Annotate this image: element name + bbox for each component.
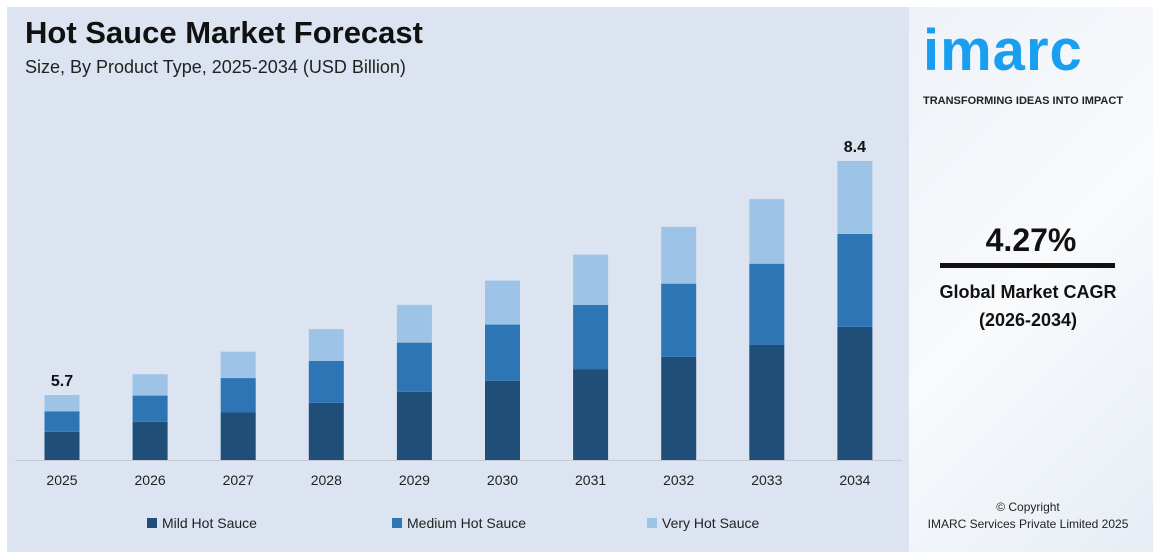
- x-tick-label: 2034: [839, 472, 870, 488]
- bar-segment: [396, 391, 432, 460]
- bar-segment: [132, 395, 168, 422]
- bar-segment: [661, 226, 697, 284]
- data-label: 5.7: [51, 373, 73, 390]
- legend-label: Very Hot Sauce: [662, 515, 760, 531]
- bar-segment: [837, 161, 873, 234]
- side-panel: imarc TRANSFORMING IDEAS INTO IMPACT 4.2…: [909, 7, 1153, 552]
- x-tick-label: 2027: [223, 472, 254, 488]
- cagr-period: (2026-2034): [978, 310, 1078, 330]
- x-tick-label: 2030: [487, 472, 518, 488]
- legend-swatch: [647, 518, 657, 528]
- legend-item: Mild Hot Sauce: [147, 515, 257, 531]
- bar-segment: [661, 283, 697, 357]
- x-tick-label: 2028: [311, 472, 342, 488]
- bar-segment: [220, 412, 256, 460]
- bar-segment: [44, 395, 80, 412]
- bar-segment: [396, 304, 432, 343]
- bar-segment: [308, 360, 344, 403]
- bar-segment: [44, 431, 80, 460]
- chart-subtitle: Size, By Product Type, 2025-2034 (USD Bi…: [25, 57, 406, 77]
- bar-segment: [485, 380, 520, 460]
- x-tick-label: 2026: [135, 472, 166, 488]
- legend-swatch: [392, 518, 402, 528]
- data-label: 8.4: [844, 139, 866, 156]
- divider: [940, 263, 1115, 268]
- copyright: © Copyright: [996, 500, 1060, 514]
- copyright-owner: IMARC Services Private Limited 2025: [927, 517, 1129, 531]
- bar-segment: [573, 369, 609, 460]
- bar-segment: [44, 411, 80, 432]
- x-tick-label: 2031: [575, 472, 606, 488]
- bar-segment: [661, 356, 697, 460]
- x-tick-label: 2033: [751, 472, 782, 488]
- bar-segment: [132, 421, 168, 460]
- cagr-label: Global Market CAGR: [939, 282, 1117, 302]
- bar-segment: [308, 402, 344, 460]
- bar-segment: [573, 254, 609, 305]
- bar-segment: [749, 199, 785, 264]
- legend-label: Medium Hot Sauce: [407, 515, 527, 531]
- legend-item: Medium Hot Sauce: [392, 515, 526, 531]
- bar-segment: [308, 329, 344, 361]
- bar-segment: [749, 263, 785, 345]
- bar-segment: [485, 324, 520, 381]
- x-tick-label: 2025: [46, 472, 77, 488]
- page-title: Hot Sauce Market Forecast: [25, 15, 423, 50]
- bar-segment: [132, 374, 168, 396]
- imarc-logo: imarc: [923, 18, 1083, 83]
- tagline: TRANSFORMING IDEAS INTO IMPACT: [923, 95, 1124, 107]
- cagr-value: 4.27%: [985, 222, 1077, 258]
- bar-segment: [485, 280, 520, 325]
- bar-chart: 2025 5.7 2026 2027 2028 2029 2030 2031 2032 2033 2…: [15, 139, 902, 488]
- bar-segment: [220, 351, 256, 379]
- legend-swatch: [147, 518, 157, 528]
- x-tick-label: 2032: [663, 472, 694, 488]
- bar-segment: [749, 344, 785, 460]
- legend-item: Very Hot Sauce: [647, 515, 759, 531]
- bar-segment: [837, 233, 873, 327]
- bar-segment: [396, 342, 432, 392]
- legend-label: Mild Hot Sauce: [162, 515, 257, 531]
- bar-segment: [837, 326, 873, 460]
- chart-panel: Hot Sauce Market Forecast Size, By Produ…: [7, 7, 909, 552]
- bar-segment: [573, 304, 609, 370]
- x-tick-label: 2029: [399, 472, 430, 488]
- bar-segment: [220, 378, 256, 413]
